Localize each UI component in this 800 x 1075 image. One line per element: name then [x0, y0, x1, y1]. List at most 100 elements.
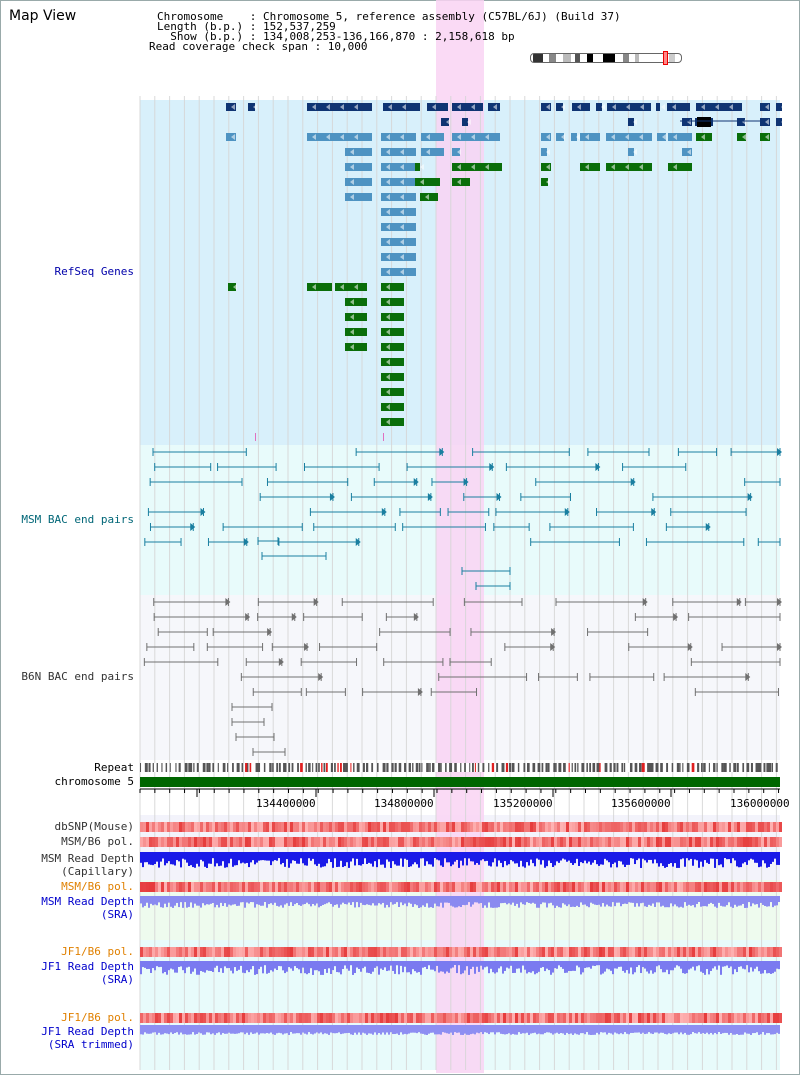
msm-sra-depth-bar	[394, 896, 396, 904]
msm-capillary-depth-bar	[744, 852, 746, 863]
refseq-gene	[381, 283, 404, 291]
msm-sra-depth-bar	[402, 896, 404, 906]
refseq-genes-label: RefSeq Genes	[54, 265, 134, 278]
msm-capillary-depth-bar	[246, 852, 248, 863]
msm-b6-pol-heat-cell	[458, 837, 461, 847]
msm-sra-depth-bar	[244, 896, 246, 908]
jf1-sra-depth-bar	[690, 961, 692, 969]
dbsnp-heat-cell	[731, 822, 734, 832]
msm-capillary-depth-bar	[178, 852, 180, 862]
msm-b6-pol-sra-heat-cell	[665, 882, 668, 892]
dbsnp-heat-cell	[605, 822, 608, 832]
jf1-sra-depth-bar	[606, 961, 608, 969]
msm-b6-pol-heat-cell	[275, 837, 278, 847]
page-title: Map View	[9, 8, 77, 24]
msm-b6-pol-sra-heat-cell	[713, 882, 716, 892]
msm-capillary-depth-bar	[436, 852, 438, 860]
jf1-trim-depth-bar	[346, 1025, 348, 1034]
jf1-trim-depth-bar	[204, 1025, 206, 1035]
jf1-b6-pol-trim-heat-cell	[506, 1013, 509, 1023]
repeat-element	[634, 763, 638, 772]
dbsnp-heat-cell	[539, 822, 542, 832]
dbsnp-heat-cell	[563, 822, 566, 832]
jf1-b6-pol-trim-heat-cell	[668, 1013, 671, 1023]
msm-capillary-depth-bar	[342, 852, 344, 868]
jf1-sra-depth-bar	[428, 961, 430, 966]
dbsnp-heat-cell	[341, 822, 344, 832]
msm-sra-depth-bar	[356, 896, 358, 903]
jf1-sra-depth-bar	[618, 961, 620, 967]
dbsnp-heat-cell	[692, 822, 695, 832]
jf1-b6-pol-heat-cell	[761, 947, 764, 957]
jf1-b6-pol-trim-heat-cell	[314, 1013, 317, 1023]
msm-sra-depth-bar	[612, 896, 614, 903]
msm-capillary-depth-bar	[696, 852, 698, 861]
jf1-trim-depth-bar	[426, 1025, 428, 1035]
repeat-element	[140, 763, 142, 772]
jf1-b6-pol-heat-cell	[617, 947, 620, 957]
msm-b6-pol-heat-cell	[626, 837, 629, 847]
msm-b6-pol-heat-cell	[419, 837, 422, 847]
jf1-sra-depth-bar	[244, 961, 246, 974]
jf1-trim-depth-bar	[614, 1025, 616, 1033]
dbsnp-heat-cell	[377, 822, 380, 832]
jf1-sra-depth-bar	[752, 961, 754, 972]
msm-sra-depth-bar	[584, 896, 586, 905]
dbsnp-heat-cell	[557, 822, 560, 832]
refseq-gene	[345, 148, 372, 156]
jf1-trim-depth-bar	[668, 1025, 670, 1034]
msm-capillary-depth-bar	[690, 852, 692, 859]
jf1-b6-pol-heat-cell	[272, 947, 275, 957]
dbsnp-heat-cell	[395, 822, 398, 832]
msm-sra-depth-bar	[476, 896, 478, 903]
msm-b6-pol-heat-cell	[428, 837, 431, 847]
msm-sra-depth-bar	[324, 896, 326, 905]
jf1-b6-pol-trim-heat-cell	[467, 1013, 470, 1023]
msm-sra-depth-bar	[658, 896, 660, 903]
msm-sra-depth-bar	[308, 896, 310, 905]
msm-capillary-depth-bar	[658, 852, 660, 867]
jf1-sra-depth-bar	[294, 961, 296, 967]
msm-b6-pol-heat-cell	[266, 837, 269, 847]
jf1-trim-depth-bar	[286, 1025, 288, 1034]
msm-b6-pol-sra-heat-cell	[209, 882, 212, 892]
msm-b6-pol-heat-cell	[779, 837, 782, 847]
msm-capillary-depth-bar	[300, 852, 302, 859]
msm-b6-pol-sra-heat-cell	[692, 882, 695, 892]
msm-b6-pol-heat-cell	[182, 837, 185, 847]
jf1-sra-depth-bar	[364, 961, 366, 967]
jf1-sra-depth-bar	[566, 961, 568, 973]
jf1-b6-pol-trim-heat-cell	[146, 1013, 149, 1023]
msm-capillary-depth-bar	[628, 852, 630, 865]
msm-sra-depth-bar	[546, 896, 548, 908]
jf1-sra-depth-bar	[472, 961, 474, 967]
jf1-sra-depth-bar	[778, 961, 780, 970]
repeat-element	[305, 763, 307, 772]
msm-sra-depth-bar	[206, 896, 208, 905]
jf1-b6-pol-heat-cell	[278, 947, 281, 957]
msm-sra-depth-bar	[592, 896, 594, 904]
msm-sra-depth-bar	[464, 896, 466, 906]
msm-sra-depth-bar	[684, 896, 686, 903]
chromosome-ideogram[interactable]	[530, 51, 682, 65]
msm-sra-depth-bar	[432, 896, 434, 908]
msm-capillary-depth-bar	[594, 852, 596, 861]
jf1-sra-depth-bar	[342, 961, 344, 970]
msm-sra-depth-bar	[214, 896, 216, 908]
dbsnp-heat-cell	[392, 822, 395, 832]
jf1-trim-depth-bar	[458, 1025, 460, 1033]
jf1-b6-pol-heat-cell	[746, 947, 749, 957]
msm-capillary-depth-bar	[600, 852, 602, 865]
jf1-sra-depth-bar	[626, 961, 628, 971]
jf1-b6-pol-trim-heat-cell	[461, 1013, 464, 1023]
jf1-trim-depth-bar	[140, 1025, 142, 1035]
jf1-sra-depth-bar	[634, 961, 636, 973]
jf1-b6-pol-heat-cell	[461, 947, 464, 957]
jf1-b6-pol-heat-cell	[587, 947, 590, 957]
refseq-gene	[248, 103, 255, 111]
msm-b6-pol-sra-heat-cell	[236, 882, 239, 892]
msm-b6-pol-sra-heat-cell	[584, 882, 587, 892]
msm-b6-pol-heat-cell	[443, 837, 446, 847]
msm-b6-pol-sra-heat-cell	[773, 882, 776, 892]
